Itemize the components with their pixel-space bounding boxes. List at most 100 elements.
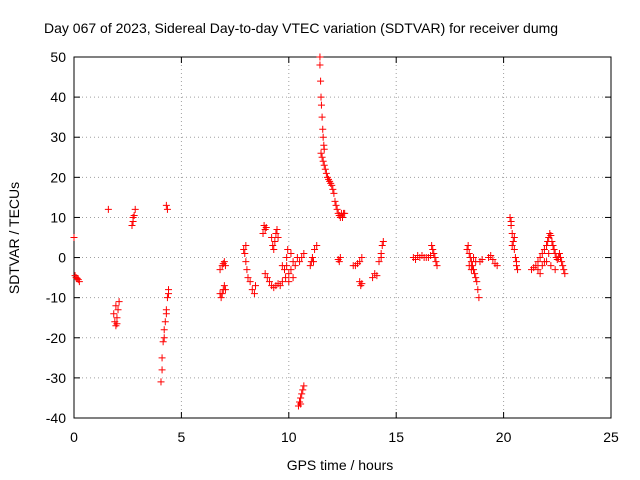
data-point bbox=[282, 274, 290, 282]
data-point bbox=[555, 250, 563, 258]
data-point bbox=[241, 250, 249, 258]
data-point bbox=[532, 262, 540, 270]
data-point bbox=[158, 366, 166, 374]
data-point bbox=[540, 258, 548, 266]
data-point bbox=[284, 246, 292, 254]
data-point bbox=[377, 254, 385, 262]
data-point bbox=[379, 238, 387, 246]
data-point bbox=[534, 258, 542, 266]
data-point bbox=[373, 272, 381, 280]
y-tick-label: 50 bbox=[50, 49, 66, 65]
x-tick-label: 0 bbox=[70, 429, 78, 445]
data-point bbox=[220, 282, 228, 290]
data-point bbox=[467, 266, 475, 274]
data-point bbox=[283, 262, 291, 270]
data-point bbox=[474, 286, 482, 294]
data-point bbox=[244, 274, 252, 282]
x-tick-label: 20 bbox=[496, 429, 512, 445]
data-point bbox=[561, 270, 569, 278]
data-point bbox=[270, 246, 278, 254]
data-point bbox=[378, 242, 386, 250]
data-point bbox=[412, 256, 420, 264]
data-point bbox=[320, 145, 328, 153]
data-point bbox=[159, 338, 167, 346]
data-point bbox=[250, 290, 258, 298]
plot-frame bbox=[73, 56, 612, 419]
y-tick-label: -30 bbox=[46, 370, 66, 386]
data-point bbox=[538, 262, 546, 270]
data-point bbox=[162, 310, 170, 318]
y-tick-label: -20 bbox=[46, 330, 66, 346]
data-point bbox=[318, 113, 326, 121]
data-point bbox=[306, 262, 314, 270]
data-point bbox=[432, 258, 440, 266]
data-point bbox=[313, 242, 321, 250]
data-point bbox=[113, 314, 121, 322]
data-point bbox=[308, 254, 316, 262]
data-point bbox=[339, 213, 346, 221]
data-point bbox=[220, 258, 228, 266]
data-point bbox=[319, 133, 327, 141]
data-point bbox=[160, 334, 168, 342]
data-point bbox=[508, 229, 516, 237]
data-point bbox=[248, 286, 256, 294]
data-point bbox=[259, 229, 267, 237]
data-point bbox=[545, 250, 553, 258]
data-point bbox=[317, 101, 325, 109]
data-point bbox=[269, 242, 277, 250]
data-point bbox=[429, 246, 437, 254]
data-point bbox=[559, 262, 567, 270]
data-point bbox=[430, 250, 438, 258]
data-point bbox=[540, 246, 548, 254]
data-point bbox=[285, 278, 293, 286]
data-point bbox=[473, 278, 481, 286]
data-point bbox=[299, 386, 307, 394]
data-point bbox=[163, 205, 171, 213]
data-point bbox=[316, 53, 324, 61]
data-point bbox=[271, 238, 279, 246]
data-point bbox=[217, 294, 225, 302]
data-point bbox=[246, 278, 254, 286]
y-tick-label: 30 bbox=[50, 129, 66, 145]
data-point bbox=[464, 242, 472, 250]
data-point bbox=[160, 326, 168, 334]
data-point bbox=[534, 266, 542, 274]
data-point bbox=[242, 242, 250, 250]
data-point bbox=[115, 298, 123, 306]
data-point bbox=[221, 262, 229, 270]
data-point bbox=[465, 262, 473, 270]
data-point bbox=[319, 157, 327, 165]
data-point bbox=[161, 318, 169, 326]
data-point bbox=[298, 390, 306, 398]
data-point bbox=[317, 93, 325, 101]
data-point bbox=[278, 278, 286, 286]
data-point bbox=[489, 256, 497, 264]
data-point bbox=[538, 250, 546, 258]
data-point bbox=[289, 274, 297, 282]
data-point bbox=[289, 258, 297, 266]
data-point bbox=[336, 254, 344, 262]
data-point bbox=[218, 290, 226, 298]
data-point bbox=[281, 266, 289, 274]
data-point bbox=[311, 246, 319, 254]
data-point bbox=[320, 161, 328, 169]
data-point bbox=[300, 250, 308, 258]
data-point bbox=[287, 250, 295, 258]
data-point bbox=[113, 320, 121, 328]
y-axis-label: SDTVAR / TECUs bbox=[6, 182, 22, 294]
data-point bbox=[333, 205, 341, 213]
data-point bbox=[297, 394, 305, 402]
data-point bbox=[285, 270, 293, 278]
data-point bbox=[273, 225, 281, 233]
data-point bbox=[163, 294, 171, 302]
data-point bbox=[557, 254, 565, 262]
data-point bbox=[471, 270, 479, 278]
data-point bbox=[550, 246, 558, 254]
data-point bbox=[369, 274, 377, 282]
data-point bbox=[157, 378, 165, 386]
data-point bbox=[331, 197, 339, 205]
data-point bbox=[478, 256, 486, 264]
data-point bbox=[263, 274, 271, 282]
data-point bbox=[358, 254, 366, 262]
